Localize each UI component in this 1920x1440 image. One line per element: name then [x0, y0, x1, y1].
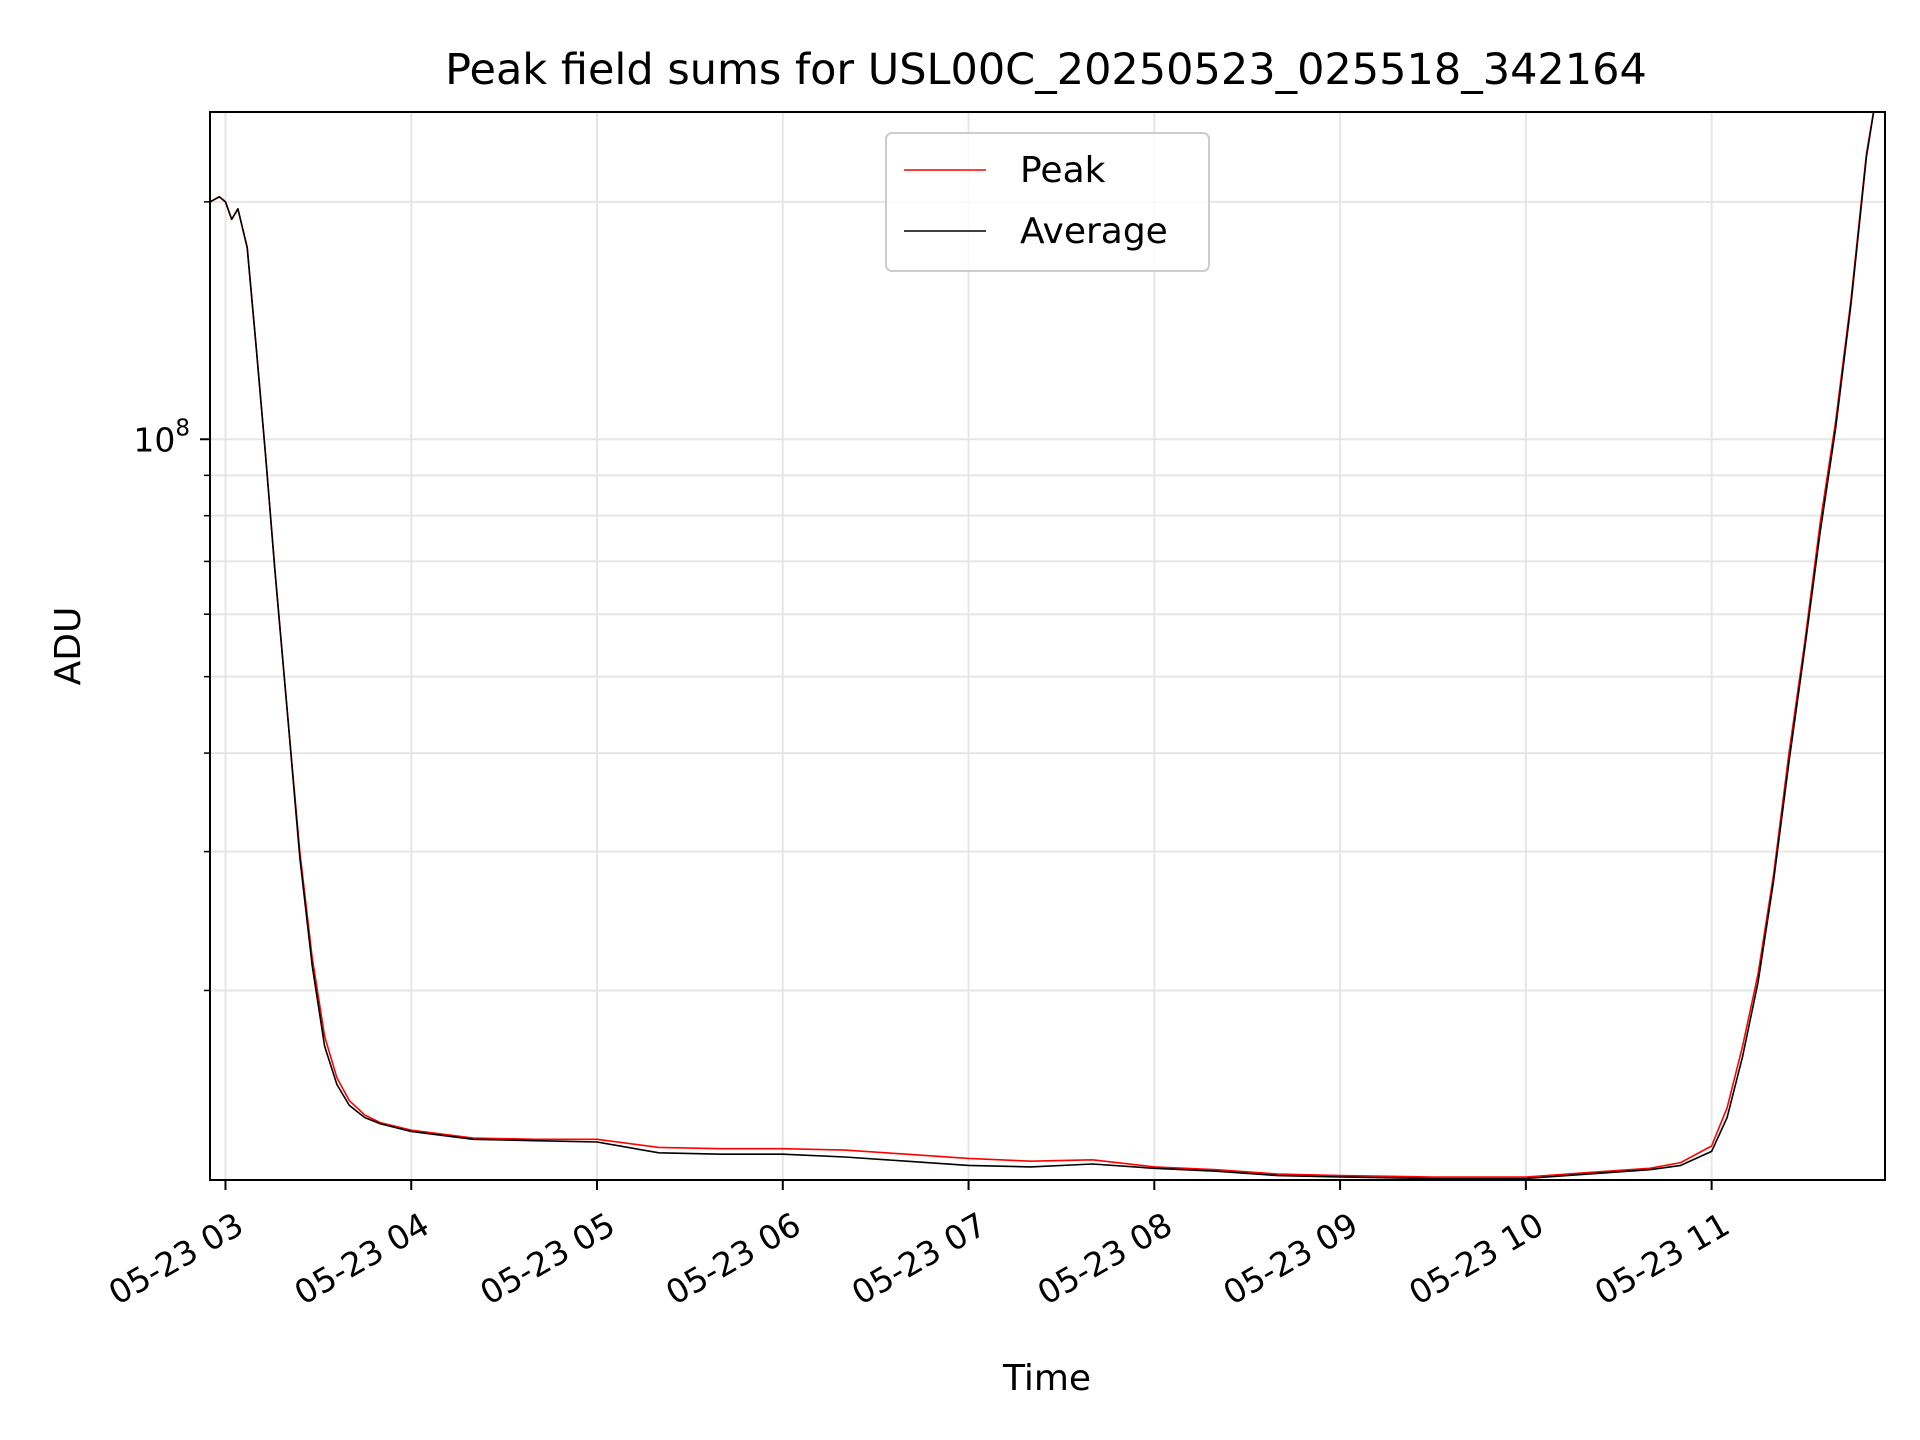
legend-label-average: Average	[1020, 211, 1168, 252]
legend-label-peak: Peak	[1020, 150, 1106, 191]
legend: Peak Average	[885, 132, 1210, 272]
y-tick-label: 108	[133, 415, 190, 459]
plot-area	[209, 111, 1886, 1181]
grid	[210, 112, 1885, 1180]
plot-background	[210, 112, 1885, 1180]
series-line-average	[210, 112, 1875, 1180]
chart-title: Peak field sums for USL00C_20250523_0255…	[445, 45, 1647, 95]
series-layer	[210, 112, 1875, 1180]
plot-frame	[209, 111, 1886, 1181]
y-axis-label: ADU	[48, 607, 89, 686]
y-axis: 108	[133, 201, 210, 992]
legend-box	[885, 132, 1210, 272]
x-axis-label: Time	[1002, 1358, 1091, 1399]
